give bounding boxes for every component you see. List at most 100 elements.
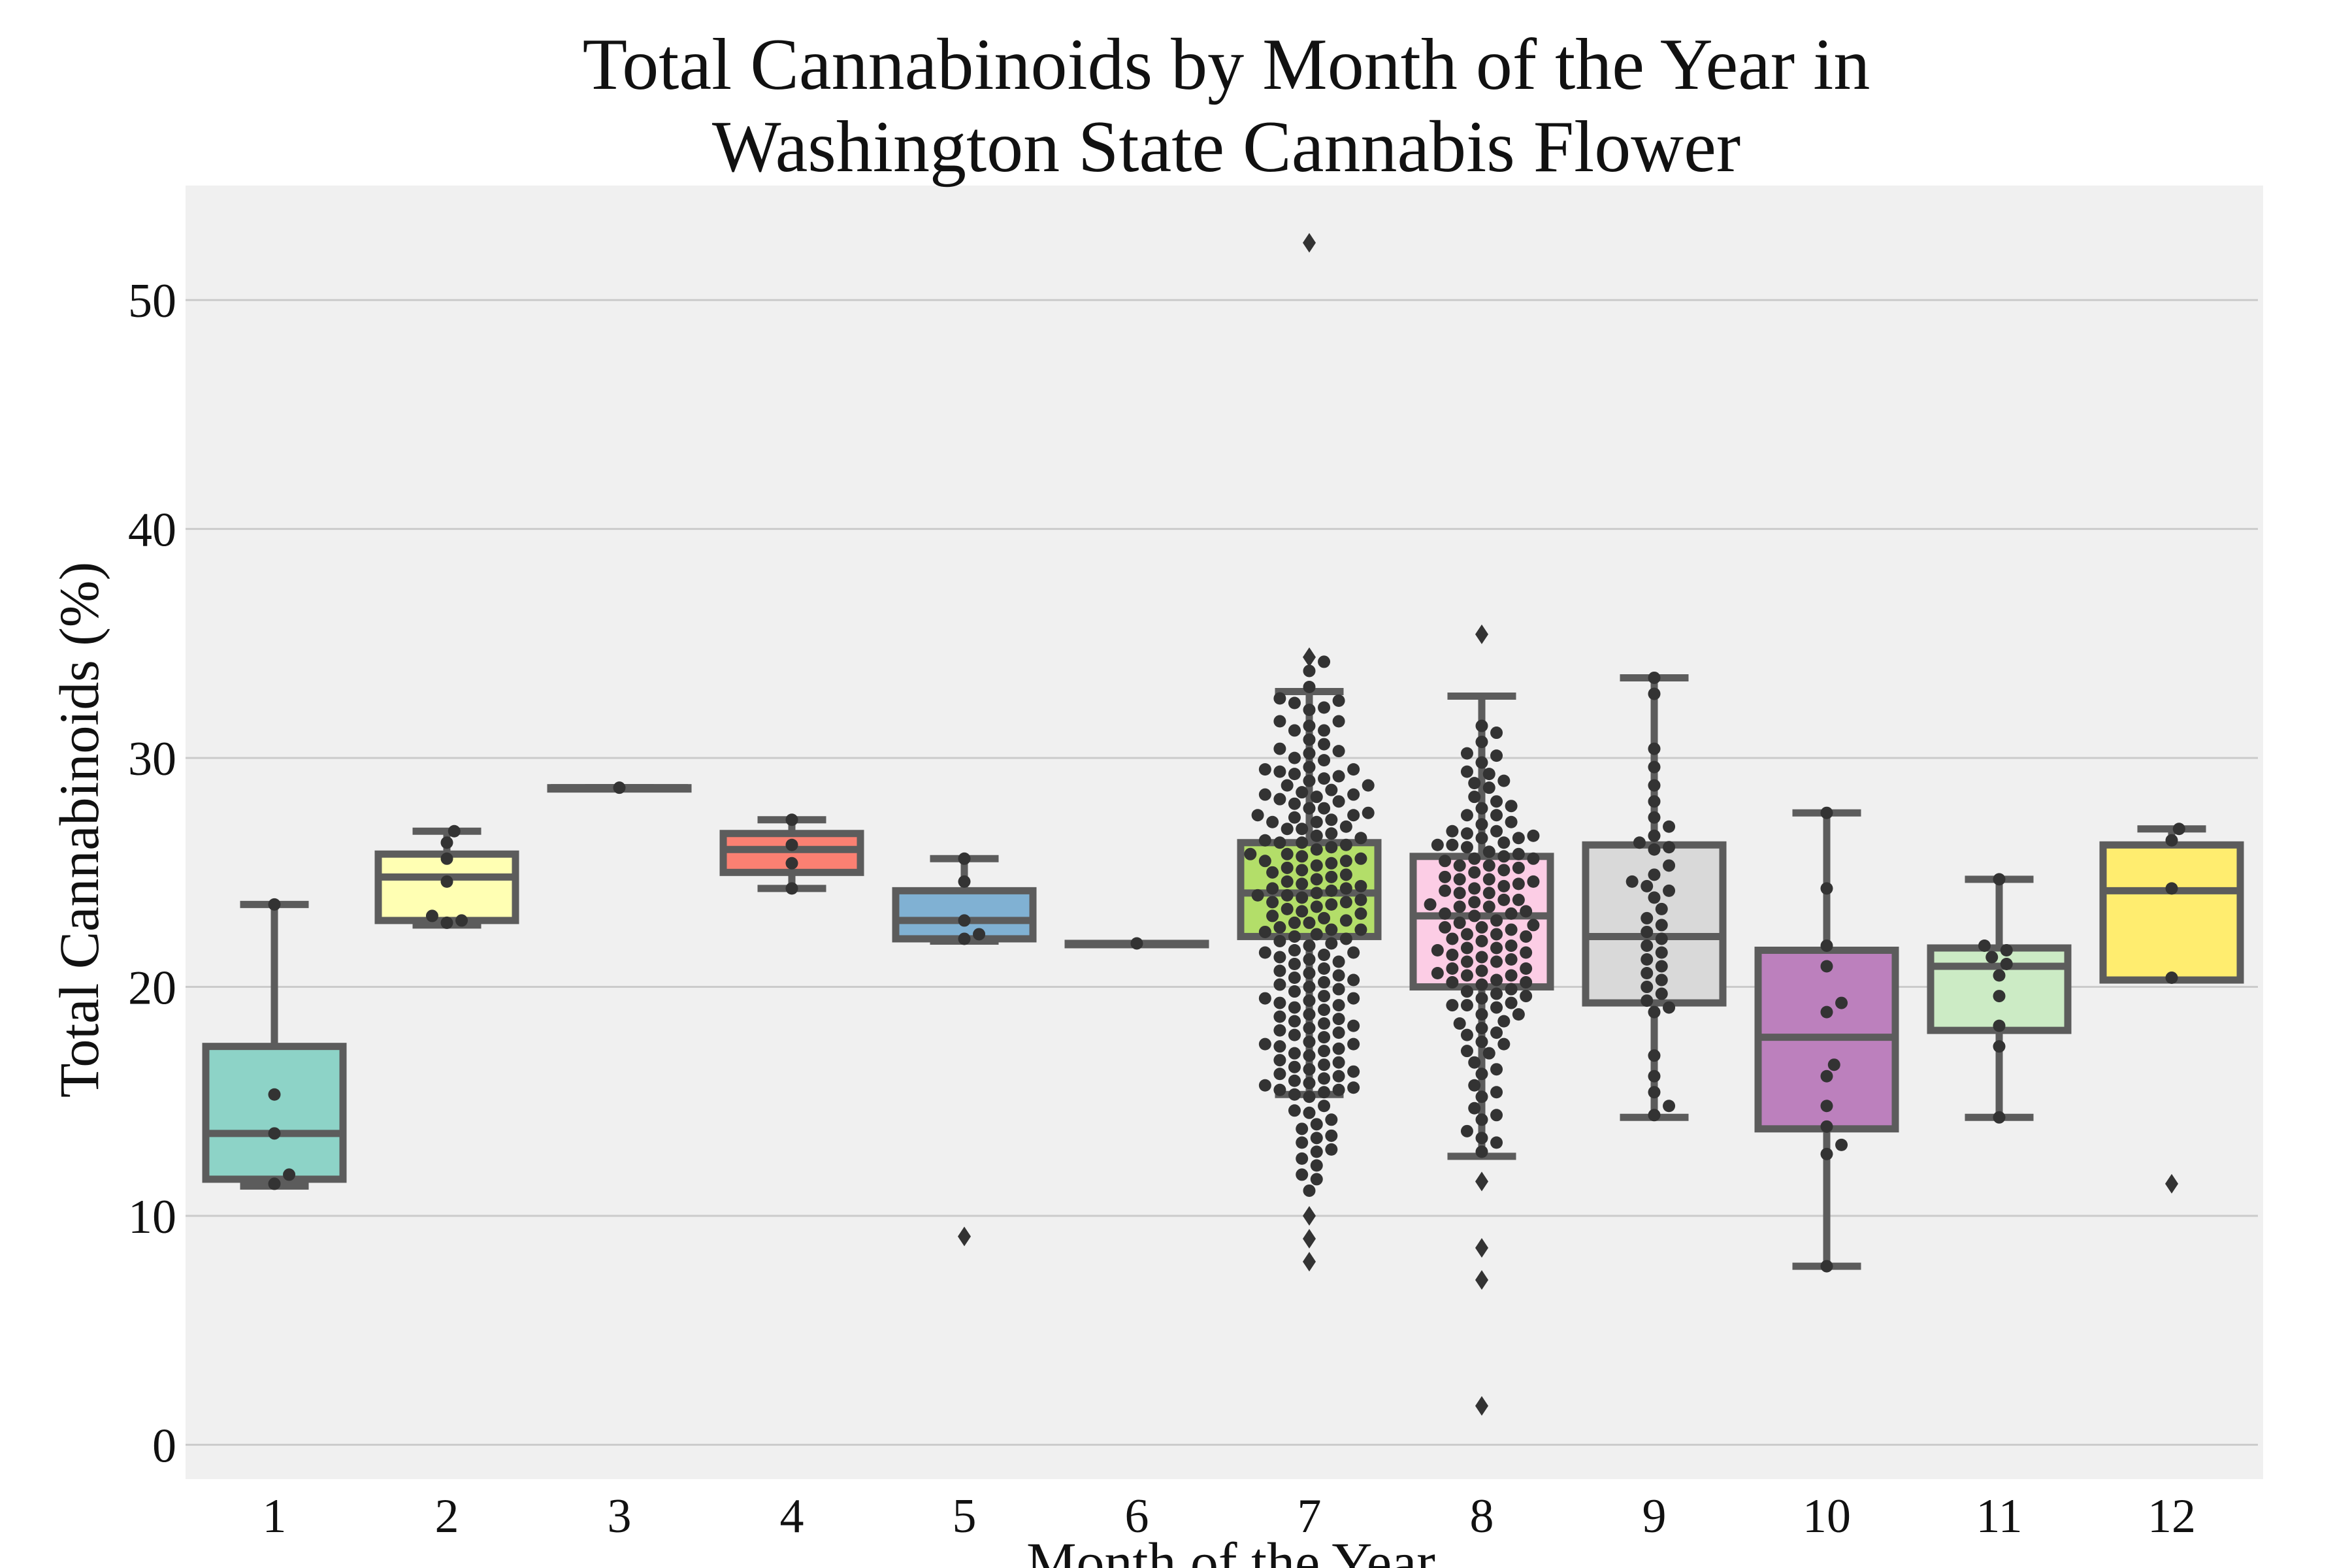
data-point bbox=[1332, 795, 1345, 808]
data-point bbox=[1296, 864, 1309, 877]
data-point bbox=[1288, 1060, 1301, 1073]
data-point bbox=[1663, 841, 1676, 854]
data-point bbox=[1303, 1184, 1316, 1197]
x-tick-label-7: 7 bbox=[1298, 1490, 1322, 1543]
outlier-marker bbox=[1475, 1396, 1488, 1416]
y-tick-label-0: 0 bbox=[152, 1419, 176, 1473]
data-point bbox=[1439, 907, 1452, 920]
x-tick-label-12: 12 bbox=[2148, 1490, 2196, 1543]
data-point bbox=[1318, 772, 1331, 785]
data-point bbox=[1633, 836, 1646, 849]
data-point bbox=[2165, 882, 2178, 895]
data-point bbox=[1303, 939, 1316, 952]
data-point bbox=[1520, 976, 1533, 989]
data-point bbox=[1424, 898, 1437, 911]
data-point bbox=[268, 1088, 281, 1101]
data-point bbox=[1339, 896, 1352, 909]
data-point bbox=[958, 932, 971, 945]
data-point bbox=[1347, 763, 1360, 776]
x-tick-labels: 1 2 3 4 5 6 7 8 9 10 11 12 bbox=[263, 1490, 2197, 1543]
data-point bbox=[613, 781, 626, 794]
data-point bbox=[425, 909, 438, 923]
data-point bbox=[1318, 1072, 1331, 1085]
data-point bbox=[1273, 1040, 1286, 1053]
data-point bbox=[2165, 834, 2178, 847]
data-point bbox=[1273, 996, 1286, 1009]
data-point bbox=[1288, 1074, 1301, 1087]
data-point bbox=[1288, 696, 1301, 710]
data-point bbox=[1490, 809, 1503, 822]
data-point bbox=[1318, 976, 1331, 989]
data-point bbox=[1648, 891, 1661, 904]
data-point bbox=[1296, 786, 1309, 799]
data-point bbox=[1332, 1056, 1345, 1069]
iqr-box bbox=[202, 1043, 347, 1183]
data-point bbox=[1325, 898, 1338, 911]
data-point bbox=[1460, 999, 1473, 1012]
data-point bbox=[1332, 955, 1345, 968]
data-point bbox=[1258, 1037, 1271, 1051]
data-point bbox=[1258, 763, 1271, 776]
data-point bbox=[1332, 1083, 1345, 1096]
data-point bbox=[1468, 866, 1481, 879]
data-point bbox=[1820, 1260, 1833, 1273]
swarm-month-12 bbox=[2165, 823, 2185, 985]
data-point bbox=[1835, 1138, 1848, 1151]
data-point bbox=[1281, 875, 1294, 888]
y-tick-label-20: 20 bbox=[128, 962, 176, 1015]
data-point bbox=[1310, 791, 1323, 804]
data-point bbox=[1310, 815, 1323, 828]
data-point bbox=[1482, 873, 1495, 886]
data-point bbox=[1475, 1008, 1488, 1021]
data-point bbox=[1648, 779, 1661, 792]
data-point bbox=[1281, 847, 1294, 860]
data-point bbox=[1296, 823, 1309, 836]
data-point bbox=[268, 1177, 281, 1190]
data-point bbox=[1497, 1015, 1511, 1028]
data-point bbox=[1273, 964, 1286, 977]
data-point bbox=[1332, 1013, 1345, 1026]
data-point bbox=[1281, 889, 1294, 902]
data-point bbox=[1490, 1026, 1503, 1039]
data-point bbox=[1325, 1129, 1338, 1142]
data-point bbox=[1354, 907, 1367, 920]
outlier-marker bbox=[1303, 233, 1316, 253]
data-point bbox=[1273, 934, 1286, 947]
data-point bbox=[1512, 847, 1525, 860]
data-point bbox=[1820, 1070, 1833, 1083]
data-point bbox=[1332, 694, 1345, 707]
data-point bbox=[1266, 815, 1279, 828]
data-point bbox=[1490, 749, 1503, 762]
data-point bbox=[1490, 1136, 1503, 1149]
data-point bbox=[1431, 967, 1444, 980]
data-point bbox=[785, 857, 798, 870]
data-point bbox=[1482, 1047, 1495, 1060]
data-point bbox=[1446, 999, 1459, 1012]
data-point bbox=[1288, 811, 1301, 824]
data-point bbox=[1453, 887, 1466, 900]
data-point bbox=[1332, 983, 1345, 996]
data-point bbox=[1460, 928, 1473, 941]
data-point bbox=[1520, 930, 1533, 943]
data-point bbox=[1347, 946, 1360, 959]
data-point bbox=[1303, 981, 1316, 994]
data-point bbox=[1354, 893, 1367, 906]
data-point bbox=[1439, 870, 1452, 883]
data-point bbox=[1993, 969, 2006, 982]
swarm-month-10 bbox=[1820, 806, 1848, 1273]
data-point bbox=[1820, 1100, 1833, 1113]
data-point bbox=[1325, 937, 1338, 950]
data-point bbox=[1288, 943, 1301, 956]
data-point bbox=[1663, 1100, 1676, 1113]
data-point bbox=[1497, 879, 1511, 892]
data-point bbox=[440, 916, 453, 929]
data-point bbox=[1446, 932, 1459, 945]
data-point bbox=[1431, 838, 1444, 851]
data-point bbox=[1520, 905, 1533, 918]
data-point bbox=[1288, 724, 1301, 737]
data-point bbox=[2165, 972, 2178, 985]
data-point bbox=[1993, 1040, 2006, 1053]
data-point bbox=[1475, 1145, 1488, 1158]
data-point bbox=[1303, 760, 1316, 774]
data-point bbox=[1325, 783, 1338, 796]
